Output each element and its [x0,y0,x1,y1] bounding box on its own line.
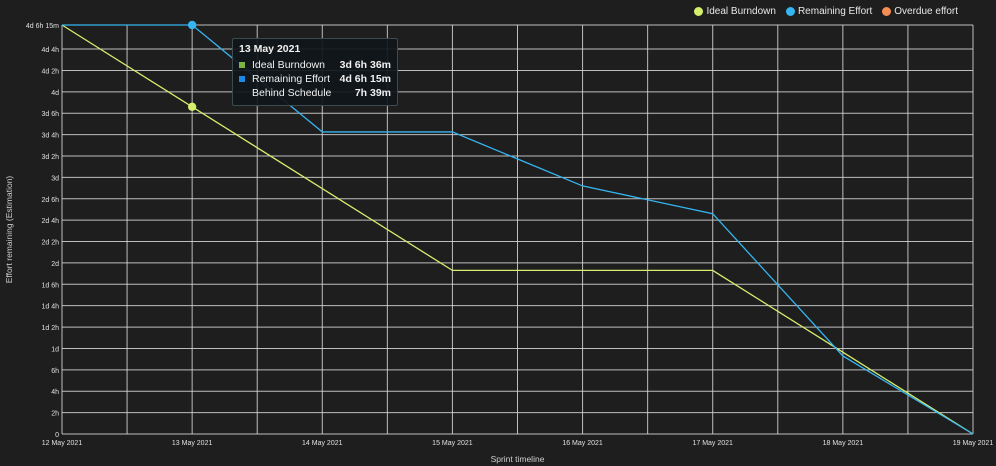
series-line-remaining-effort [62,24,974,435]
y-tick-label: 2d 2h [41,240,59,247]
y-tick-label: 2d 6h [41,197,59,204]
y-axis-title: Effort remaining (Estimation) [4,176,14,284]
x-tick-label: 16 May 2021 [562,440,603,447]
y-tick-label: 2d 4h [41,218,59,225]
x-tick-label: 15 May 2021 [432,440,473,447]
tooltip-label-behind-schedule: Behind Schedule [252,87,332,99]
legend-label-remaining-effort: Remaining Effort [797,6,873,17]
legend-item-ideal-burndown[interactable]: Ideal Burndown [694,6,776,17]
y-tick-label: 3d 6h [41,111,59,118]
tooltip-row-remaining-effort: Remaining Effort 4d 6h 15m [239,72,391,86]
y-tick-label: 3d 4h [41,133,59,140]
highlight-point-ideal-burndown [187,102,197,112]
legend-marker-ideal-burndown [694,7,704,16]
tooltip-swatch-remaining-effort [239,76,245,82]
y-tick-label: 4d 2h [41,68,59,75]
y-tick-label: 1d [51,346,59,353]
legend-label-overdue-effort: Overdue effort [894,6,958,17]
y-tick-label: 1d 6h [41,282,59,289]
legend-item-remaining-effort[interactable]: Remaining Effort [785,6,873,17]
x-tick-label: 19 May 2021 [953,440,994,447]
tooltip-value-remaining-effort: 4d 6h 15m [339,73,391,85]
legend-marker-overdue-effort [882,7,892,16]
x-tick-label: 17 May 2021 [692,440,733,447]
y-tick-label: 3d [51,175,59,182]
legend-item-overdue-effort[interactable]: Overdue effort [882,6,958,17]
legend-marker-remaining-effort [785,7,795,16]
y-tick-label: 1d 4h [41,304,59,311]
y-tick-label: 4d 4h [41,47,59,54]
tooltip-row-ideal-burndown: Ideal Burndown 3d 6h 36m [239,58,391,72]
tooltip-value-behind-schedule: 7h 39m [354,87,391,99]
chart-legend: Ideal Burndown Remaining Effort Overdue … [694,6,958,17]
highlight-point-remaining-effort [187,20,197,30]
tooltip-date: 13 May 2021 [239,43,301,55]
x-tick-label: 14 May 2021 [302,440,343,447]
chart-tooltip: 13 May 2021 Ideal Burndown 3d 6h 36m Rem… [232,38,398,106]
tooltip-label-remaining-effort: Remaining Effort [252,73,331,85]
x-tick-label: 13 May 2021 [172,440,213,447]
x-tick-label: 18 May 2021 [823,440,864,447]
tooltip-value-ideal-burndown: 3d 6h 36m [339,59,391,71]
y-tick-label: 3d 2h [41,154,59,161]
y-tick-label: 2h [51,411,59,418]
y-tick-label: 4d [51,90,59,97]
legend-label-ideal-burndown: Ideal Burndown [706,6,776,17]
tooltip-swatch-behind-schedule [239,90,245,96]
tooltip-swatch-ideal-burndown [239,62,245,68]
tooltip-row-behind-schedule: Behind Schedule 7h 39m [239,86,391,100]
y-tick-label: 1d 2h [41,325,59,332]
tooltip-label-ideal-burndown: Ideal Burndown [252,59,325,71]
y-tick-label: 0 [55,432,59,439]
x-tick-label: 12 May 2021 [42,440,83,447]
x-axis-title: Sprint timeline [491,454,545,464]
y-tick-label: 2d [51,261,59,268]
y-tick-label: 6h [51,368,59,375]
y-tick-label: 4h [51,389,59,396]
y-tick-label: 4d 6h 15m [26,23,59,30]
